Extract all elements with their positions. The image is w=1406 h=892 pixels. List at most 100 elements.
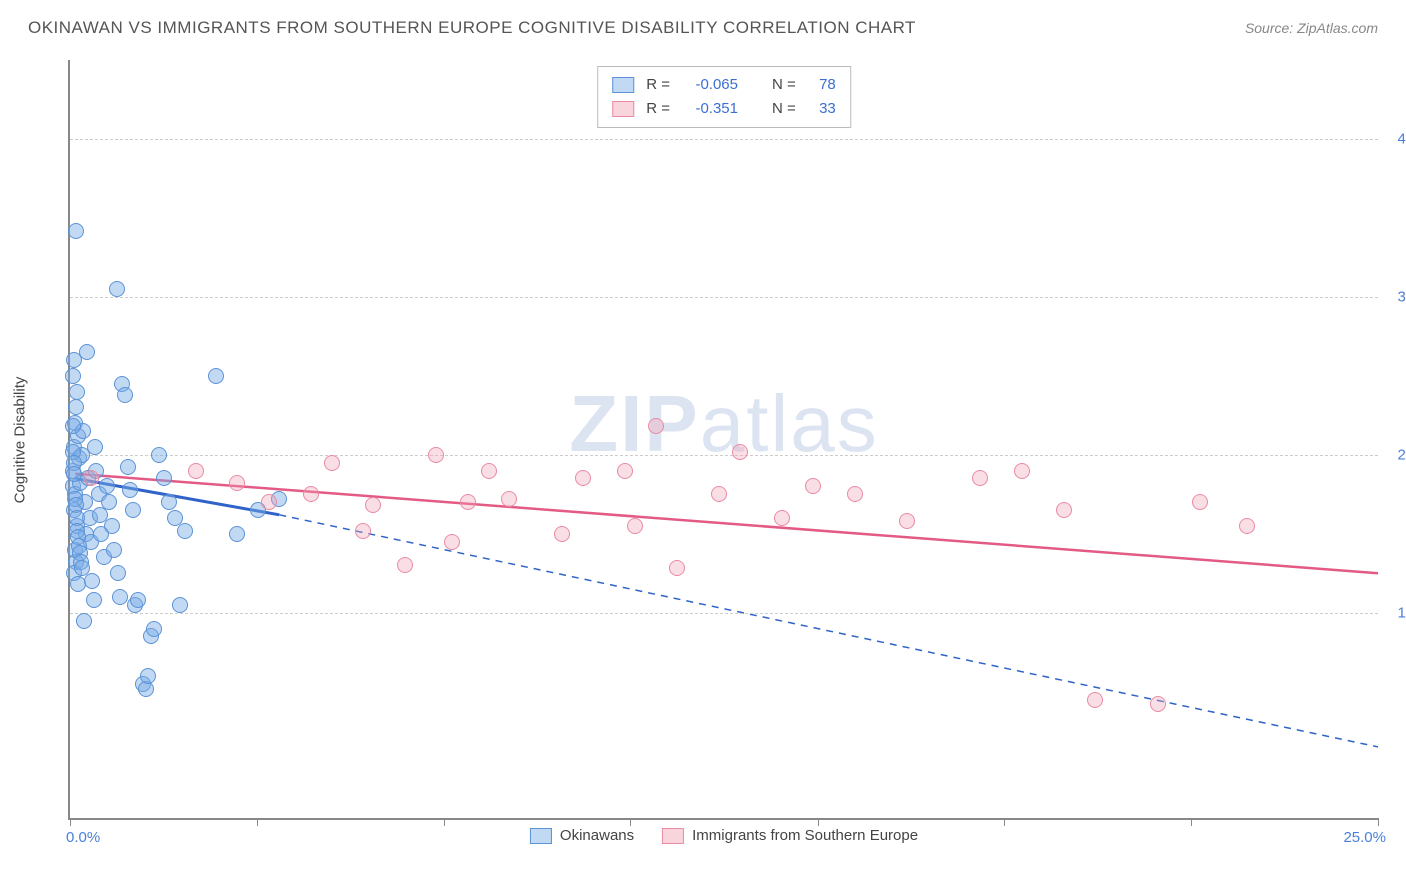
stat-n-value: 78	[808, 73, 836, 97]
stats-row-immigrants: R = -0.351 N = 33	[612, 97, 836, 121]
stat-n-label: N =	[772, 97, 796, 121]
data-point	[120, 459, 136, 475]
x-tick	[1191, 818, 1192, 826]
data-point	[972, 470, 988, 486]
data-point	[125, 502, 141, 518]
data-point	[774, 510, 790, 526]
legend-label: Immigrants from Southern Europe	[692, 827, 918, 844]
legend-label: Okinawans	[560, 827, 634, 844]
data-point	[669, 560, 685, 576]
source-label: Source:	[1245, 20, 1293, 36]
stat-r-value: -0.351	[682, 97, 738, 121]
gridline	[70, 613, 1378, 614]
data-point	[172, 597, 188, 613]
data-point	[109, 281, 125, 297]
swatch-icon	[612, 101, 634, 117]
gridline	[70, 297, 1378, 298]
data-point	[66, 466, 82, 482]
data-point	[365, 497, 381, 513]
y-tick-label: 20.0%	[1385, 446, 1406, 463]
data-point	[112, 589, 128, 605]
data-point	[627, 518, 643, 534]
stat-r-label: R =	[646, 73, 670, 97]
x-axis-end-label: 25.0%	[1343, 829, 1386, 846]
x-tick	[444, 818, 445, 826]
data-point	[101, 494, 117, 510]
data-point	[86, 592, 102, 608]
source-credit: Source: ZipAtlas.com	[1245, 20, 1378, 36]
x-tick	[70, 818, 71, 826]
data-point	[481, 463, 497, 479]
data-point	[1150, 696, 1166, 712]
data-point	[355, 523, 371, 539]
stats-legend: R = -0.065 N = 78 R = -0.351 N = 33	[597, 66, 851, 128]
data-point	[303, 486, 319, 502]
data-point	[229, 475, 245, 491]
trend-line-extrapolated	[279, 515, 1378, 747]
y-tick-label: 10.0%	[1385, 604, 1406, 621]
stat-n-value: 33	[808, 97, 836, 121]
data-point	[261, 494, 277, 510]
data-point	[84, 573, 100, 589]
x-tick	[257, 818, 258, 826]
x-tick	[1004, 818, 1005, 826]
data-point	[1087, 692, 1103, 708]
data-point	[79, 344, 95, 360]
x-tick	[1378, 818, 1379, 826]
legend-item-immigrants: Immigrants from Southern Europe	[662, 827, 918, 844]
trendlines-svg	[70, 60, 1378, 818]
data-point	[87, 439, 103, 455]
data-point	[229, 526, 245, 542]
data-point	[104, 518, 120, 534]
data-point	[732, 444, 748, 460]
data-point	[1014, 463, 1030, 479]
data-point	[554, 526, 570, 542]
x-tick	[630, 818, 631, 826]
data-point	[110, 565, 126, 581]
x-axis-origin-label: 0.0%	[66, 829, 100, 846]
data-point	[99, 478, 115, 494]
data-point	[575, 470, 591, 486]
stat-n-label: N =	[772, 73, 796, 97]
data-point	[324, 455, 340, 471]
chart-title: OKINAWAN VS IMMIGRANTS FROM SOUTHERN EUR…	[28, 18, 916, 38]
data-point	[83, 470, 99, 486]
stats-row-okinawans: R = -0.065 N = 78	[612, 73, 836, 97]
data-point	[899, 513, 915, 529]
data-point	[74, 560, 90, 576]
data-point	[65, 368, 81, 384]
data-point	[146, 621, 162, 637]
swatch-icon	[662, 828, 684, 844]
gridline	[70, 139, 1378, 140]
data-point	[397, 557, 413, 573]
y-axis-title: Cognitive Disability	[12, 377, 29, 504]
data-point	[1192, 494, 1208, 510]
chart-container: Cognitive Disability ZIPatlas R = -0.065…	[48, 60, 1378, 820]
y-tick-label: 30.0%	[1385, 288, 1406, 305]
data-point	[460, 494, 476, 510]
data-point	[444, 534, 460, 550]
x-tick	[818, 818, 819, 826]
data-point	[617, 463, 633, 479]
stat-r-value: -0.065	[682, 73, 738, 97]
data-point	[117, 387, 133, 403]
data-point	[208, 368, 224, 384]
plot-area: ZIPatlas R = -0.065 N = 78 R = -0.351 N …	[68, 60, 1378, 820]
data-point	[65, 418, 81, 434]
data-point	[648, 418, 664, 434]
data-point	[428, 447, 444, 463]
swatch-icon	[530, 828, 552, 844]
data-point	[161, 494, 177, 510]
data-point	[130, 592, 146, 608]
series-legend: Okinawans Immigrants from Southern Europ…	[530, 827, 918, 844]
stat-r-label: R =	[646, 97, 670, 121]
trend-line	[75, 474, 1378, 573]
title-bar: OKINAWAN VS IMMIGRANTS FROM SOUTHERN EUR…	[0, 0, 1406, 46]
data-point	[188, 463, 204, 479]
watermark: ZIPatlas	[569, 378, 878, 470]
data-point	[805, 478, 821, 494]
data-point	[847, 486, 863, 502]
data-point	[151, 447, 167, 463]
data-point	[177, 523, 193, 539]
data-point	[156, 470, 172, 486]
